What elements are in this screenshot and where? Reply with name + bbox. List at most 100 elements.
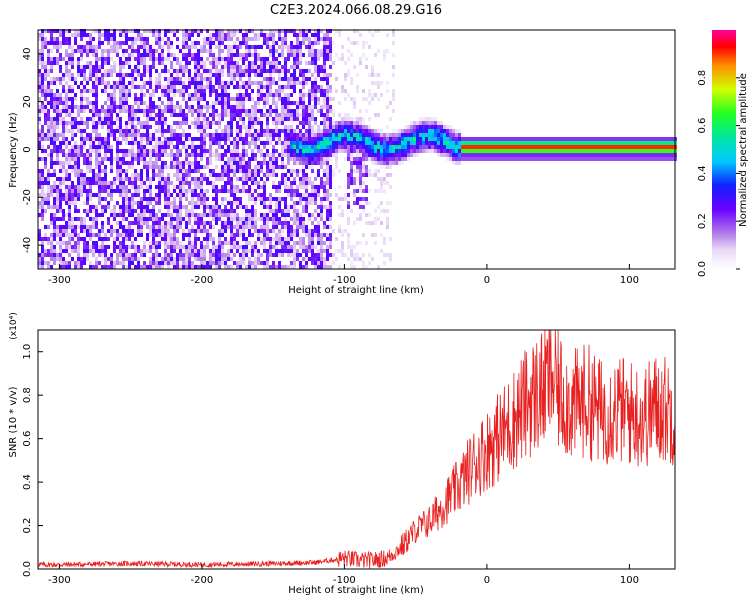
heatmap-cell	[305, 33, 308, 37]
heatmap-cell	[200, 217, 203, 221]
heatmap-cell	[491, 153, 494, 157]
heatmap-cell	[209, 141, 212, 145]
heatmap-cell	[209, 133, 212, 137]
heatmap-cell	[512, 145, 515, 149]
heatmap-cell	[230, 33, 233, 37]
heatmap-cell	[185, 221, 188, 225]
heatmap-cell	[242, 177, 245, 181]
heatmap-cell	[278, 33, 281, 37]
heatmap-cell	[230, 117, 233, 121]
heatmap-cell	[308, 129, 311, 133]
heatmap-cell	[374, 161, 377, 165]
heatmap-cell	[200, 173, 203, 177]
heatmap-cell	[254, 173, 257, 177]
heatmap-cell	[275, 157, 278, 161]
heatmap-cell	[161, 257, 164, 261]
heatmap-cell	[434, 133, 437, 137]
heatmap-cell	[224, 109, 227, 113]
heatmap-cell	[272, 133, 275, 137]
heatmap-cell	[47, 69, 50, 73]
heatmap-cell	[128, 149, 131, 153]
heatmap-cell	[176, 89, 179, 93]
heatmap-cell	[317, 125, 320, 129]
heatmap-cell	[134, 265, 137, 269]
heatmap-cell	[251, 193, 254, 197]
heatmap-cell	[116, 49, 119, 53]
heatmap-cell	[92, 193, 95, 197]
heatmap-cell	[332, 137, 335, 141]
heatmap-cell	[47, 61, 50, 65]
heatmap-cell	[320, 129, 323, 133]
heatmap-cell	[173, 165, 176, 169]
heatmap-cell	[419, 149, 422, 153]
heatmap-cell	[269, 197, 272, 201]
heatmap-cell	[359, 197, 362, 201]
heatmap-cell	[281, 41, 284, 45]
heatmap-cell	[350, 169, 353, 173]
heatmap-cell	[224, 265, 227, 269]
heatmap-cell	[179, 125, 182, 129]
heatmap-cell	[362, 233, 365, 237]
heatmap-cell	[71, 109, 74, 113]
heatmap-cell	[176, 161, 179, 165]
heatmap-cell	[272, 69, 275, 73]
heatmap-cell	[122, 41, 125, 45]
heatmap-cell	[158, 265, 161, 269]
heatmap-cell	[62, 241, 65, 245]
heatmap-cell	[215, 109, 218, 113]
heatmap-cell	[266, 117, 269, 121]
heatmap-cell	[44, 89, 47, 93]
heatmap-cell	[362, 189, 365, 193]
heatmap-cell	[104, 261, 107, 265]
heatmap-cell	[95, 225, 98, 229]
heatmap-cell	[260, 141, 263, 145]
heatmap-cell	[344, 117, 347, 121]
heatmap-cell	[41, 125, 44, 129]
heatmap-cell	[281, 181, 284, 185]
heatmap-cell	[248, 213, 251, 217]
heatmap-cell	[377, 149, 380, 153]
heatmap-cell	[269, 29, 272, 33]
heatmap-cell	[74, 265, 77, 269]
heatmap-cell	[89, 109, 92, 113]
heatmap-cell	[74, 249, 77, 253]
heatmap-cell	[320, 213, 323, 217]
heatmap-cell	[272, 245, 275, 249]
heatmap-cell	[317, 41, 320, 45]
heatmap-cell	[47, 129, 50, 133]
heatmap-cell	[107, 205, 110, 209]
heatmap-cell	[242, 217, 245, 221]
heatmap-cell	[239, 137, 242, 141]
heatmap-cell	[170, 165, 173, 169]
heatmap-cell	[143, 249, 146, 253]
heatmap-cell	[293, 145, 296, 149]
heatmap-cell	[524, 149, 527, 153]
heatmap-cell	[119, 221, 122, 225]
heatmap-cell	[104, 113, 107, 117]
heatmap-cell	[254, 245, 257, 249]
heatmap-cell	[203, 153, 206, 157]
heatmap-cell	[239, 77, 242, 81]
heatmap-cell	[233, 245, 236, 249]
heatmap-cell	[155, 197, 158, 201]
heatmap-cell	[50, 241, 53, 245]
heatmap-cell	[296, 225, 299, 229]
heatmap-cell	[77, 257, 80, 261]
heatmap-cell	[116, 257, 119, 261]
heatmap-cell	[59, 237, 62, 241]
heatmap-cell	[167, 173, 170, 177]
heatmap-cell	[140, 177, 143, 181]
heatmap-cell	[62, 77, 65, 81]
heatmap-cell	[503, 141, 506, 145]
heatmap-cell	[200, 197, 203, 201]
heatmap-cell	[59, 161, 62, 165]
heatmap-cell	[341, 125, 344, 129]
heatmap-cell	[356, 201, 359, 205]
heatmap-cell	[119, 193, 122, 197]
heatmap-cell	[236, 165, 239, 169]
heatmap-cell	[167, 49, 170, 53]
heatmap-cell	[257, 97, 260, 101]
heatmap-cell	[293, 89, 296, 93]
heatmap-cell	[233, 169, 236, 173]
heatmap-cell	[50, 97, 53, 101]
